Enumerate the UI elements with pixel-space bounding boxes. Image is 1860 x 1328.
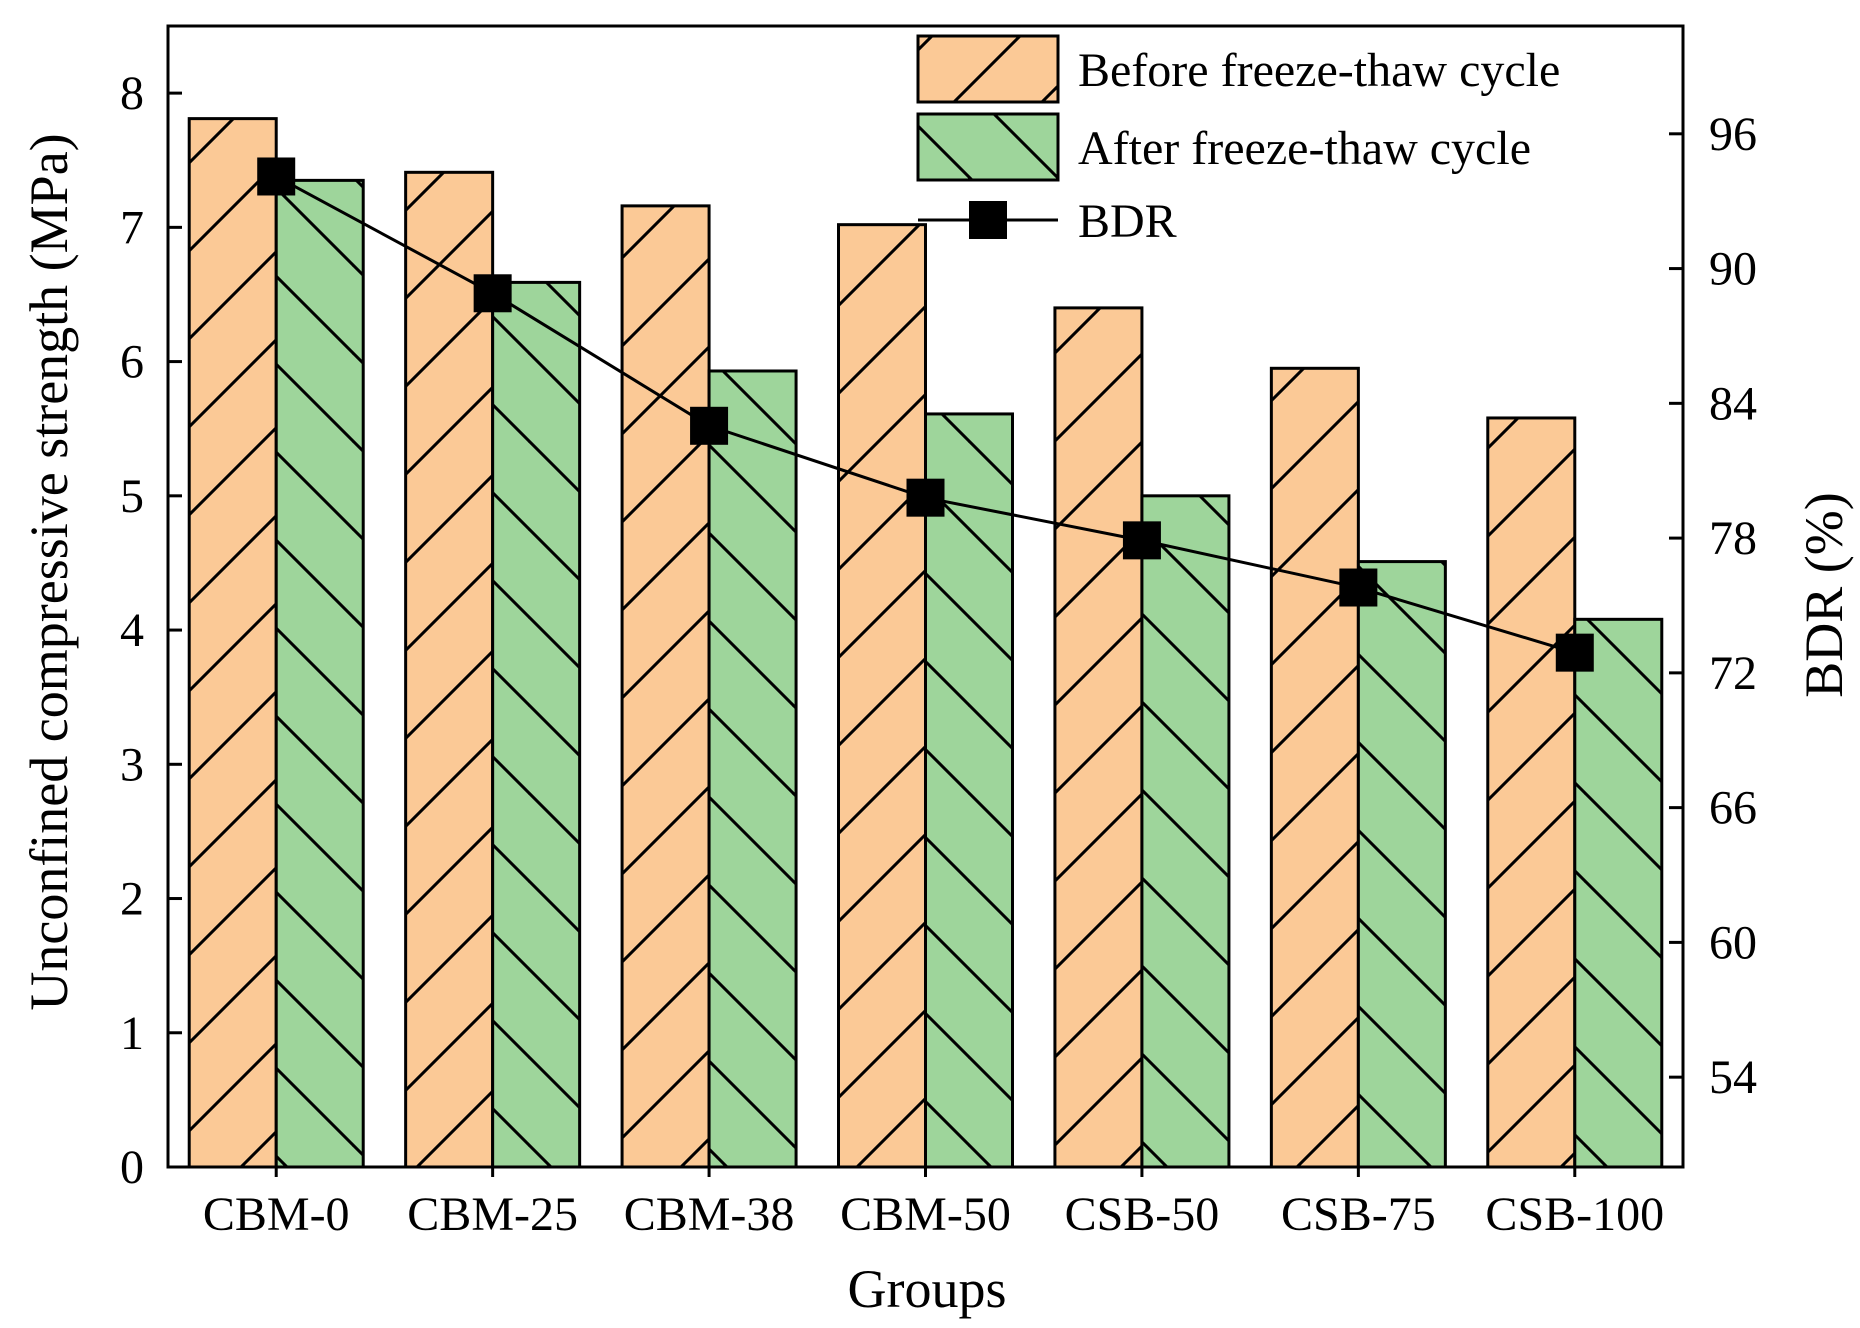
y-tick-left-label: 3 <box>120 738 144 791</box>
bar-hatch-after-cbm-50 <box>924 412 1014 1169</box>
bdr-marker-cbm-0 <box>257 157 296 196</box>
y-tick-left-label: 5 <box>120 470 144 523</box>
bdr-marker-csb-75 <box>1339 568 1378 607</box>
bdr-marker-cbm-38 <box>690 406 729 445</box>
legend-marker-bdr <box>969 201 1007 239</box>
y-tick-left-label: 2 <box>120 873 144 926</box>
bdr-line-layer <box>257 157 1594 672</box>
bar-hatch-after-csb-100 <box>1573 617 1664 1169</box>
bdr-marker-cbm-25 <box>473 274 512 313</box>
bar-hatch-before-csb-100 <box>1486 416 1577 1169</box>
legend: Before freeze-thaw cycle After freeze-tha… <box>916 34 1560 248</box>
y-tick-right-label: 60 <box>1709 916 1757 969</box>
bar-hatch-after-cbm-0 <box>274 178 365 1169</box>
bdr-marker-cbm-50 <box>906 478 945 517</box>
bar-hatch-before-cbm-38 <box>620 204 711 1169</box>
x-tick-label-cbm-38: CBM-38 <box>624 1188 795 1241</box>
x-tick-label-csb-100: CSB-100 <box>1485 1188 1664 1241</box>
x-tick-label-cbm-50: CBM-50 <box>840 1188 1011 1241</box>
bar-hatch-before-cbm-25 <box>404 170 495 1169</box>
bdr-marker-csb-50 <box>1122 521 1161 560</box>
bar-hatch-before-cbm-0 <box>187 117 278 1169</box>
y-tick-right-label: 78 <box>1709 512 1757 565</box>
y-axis-title-left: Unconfined compressive strength (MPa) <box>19 133 79 1010</box>
x-tick-label-csb-75: CSB-75 <box>1281 1188 1436 1241</box>
y-tick-left-label: 7 <box>120 201 144 254</box>
legend-label-before: Before freeze-thaw cycle <box>1078 44 1560 97</box>
legend-label-bdr: BDR <box>1078 195 1177 248</box>
bar-hatch-after-csb-75 <box>1356 560 1447 1169</box>
x-tick-label-csb-50: CSB-50 <box>1065 1188 1220 1241</box>
bar-hatch-before-csb-75 <box>1269 366 1360 1169</box>
bar-hatch-after-cbm-38 <box>707 369 798 1169</box>
y-tick-left-label: 4 <box>120 604 144 657</box>
y-axis-title-right: BDR (%) <box>1794 492 1854 697</box>
y-tick-right-label: 66 <box>1709 782 1757 835</box>
legend-swatch-hatch-after <box>916 112 1060 182</box>
bar-hatch-before-cbm-50 <box>837 223 927 1169</box>
bdr-marker-csb-100 <box>1555 633 1594 672</box>
y-tick-right-label: 90 <box>1709 243 1757 296</box>
legend-swatch-hatch-before <box>916 34 1060 104</box>
y-tick-right-label: 54 <box>1709 1051 1757 1104</box>
y-tick-right-label: 84 <box>1709 377 1757 430</box>
bar-hatch-after-cbm-25 <box>491 280 582 1169</box>
y-tick-left-label: 8 <box>120 67 144 120</box>
y-tick-left-label: 1 <box>120 1007 144 1060</box>
x-tick-label-cbm-0: CBM-0 <box>203 1188 350 1241</box>
x-tick-label-cbm-25: CBM-25 <box>407 1188 578 1241</box>
y-tick-right-label: 96 <box>1709 108 1757 161</box>
bar-hatch-before-csb-50 <box>1053 306 1144 1169</box>
x-axis-title: Groups <box>848 1259 1007 1319</box>
bar-hatch-after-csb-50 <box>1140 494 1231 1169</box>
y-tick-right-label: 72 <box>1709 647 1757 700</box>
y-tick-left-label: 0 <box>120 1141 144 1194</box>
legend-label-after: After freeze-thaw cycle <box>1078 122 1531 175</box>
bars-layer <box>187 117 1664 1169</box>
y-tick-left-label: 6 <box>120 336 144 389</box>
